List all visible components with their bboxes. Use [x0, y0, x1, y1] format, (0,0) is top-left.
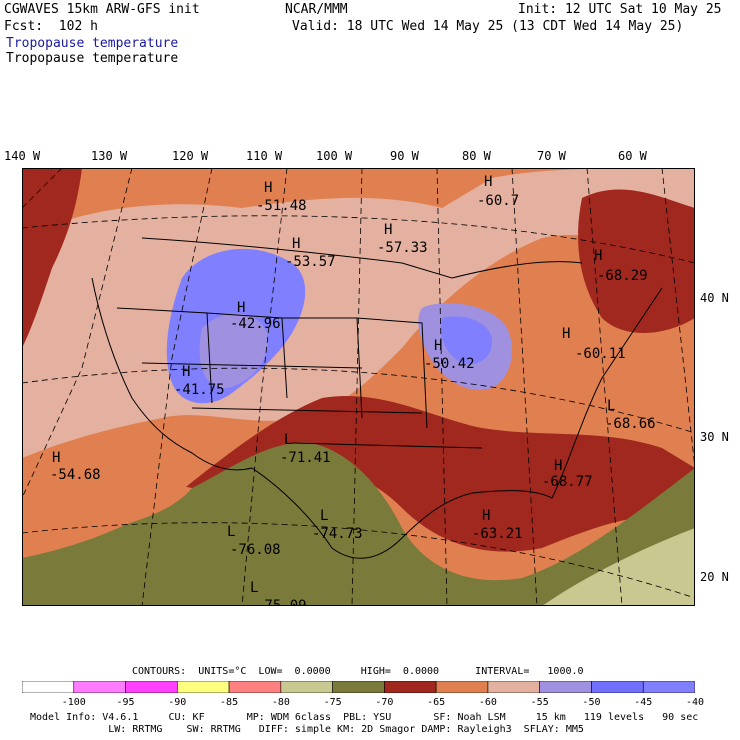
- field-zone-minus75: [22, 442, 695, 606]
- extremum-value: -57.33: [377, 240, 428, 256]
- colorbar-swatch: [177, 681, 230, 693]
- colorbar-swatch: [642, 681, 695, 693]
- colorbar-label: -45: [634, 697, 653, 708]
- contour-field-label: Tropopause temperature: [6, 51, 179, 66]
- lat-label: 20 N: [700, 570, 729, 584]
- extremum-type: H: [384, 222, 392, 238]
- forecast-hour: Fcst: 102 h: [4, 19, 98, 34]
- colorbar-label: -40: [685, 697, 705, 708]
- extremum-value: -54.68: [50, 467, 101, 483]
- colorbar-label: -85: [220, 697, 239, 708]
- extremum-type: L: [227, 524, 235, 540]
- extremum-type: L: [607, 398, 615, 414]
- colorbar-label: -80: [271, 697, 290, 708]
- extremum-type: H: [484, 174, 492, 190]
- model-info-line2: LW: RRTMG SW: RRTMG DIFF: simple KM: 2D …: [30, 724, 584, 735]
- extremum-value: -63.21: [472, 526, 523, 542]
- colorbar-swatch: [125, 681, 178, 693]
- shaded-field-label: Tropopause temperature: [6, 36, 179, 51]
- extremum-type: H: [182, 364, 190, 380]
- extremum-type: H: [434, 338, 442, 354]
- colorbar-label: -50: [582, 697, 601, 708]
- field-zone-minus65: [22, 168, 82, 348]
- colorbar-swatch: [332, 681, 385, 693]
- lon-label: 140 W: [4, 149, 41, 163]
- extremum-type: H: [264, 180, 272, 196]
- colorbar-label: -95: [116, 697, 135, 708]
- extremum-type: L: [250, 580, 258, 596]
- colorbar-label: -55: [530, 697, 549, 708]
- colorbar-swatch: [591, 681, 644, 693]
- extremum-value: -50.42: [424, 356, 475, 372]
- colorbar-swatch: [228, 681, 282, 693]
- graticule: [22, 168, 695, 606]
- contours-info: CONTOURS: UNITS=°C LOW= 0.0000 HIGH= 0.0…: [132, 666, 584, 677]
- extremum-value: -53.57: [285, 254, 336, 270]
- extremum-value: -74.73: [312, 526, 363, 542]
- extremum-type: H: [594, 248, 602, 264]
- extremum-value: -68.77: [542, 474, 593, 490]
- lat-label: 40 N: [700, 291, 729, 305]
- extremum-type: H: [237, 300, 245, 316]
- colorbar-label: -100: [61, 697, 86, 708]
- model-title: CGWAVES 15km ARW-GFS init: [4, 2, 200, 17]
- extremum-type: H: [554, 458, 562, 474]
- colorbar-label: -75: [323, 697, 342, 708]
- lon-label: 70 W: [537, 149, 566, 163]
- extremum-value: -71.41: [280, 450, 331, 466]
- lon-label: 120 W: [172, 149, 209, 163]
- field-zone-minus50: [199, 313, 268, 389]
- extremum-type: H: [52, 450, 60, 466]
- colorbar-swatch: [73, 681, 126, 693]
- extremum-type: L: [320, 508, 328, 524]
- extrema-annotations: H -51.48 H -60.7 H -53.57 H -57.33 H -42…: [50, 174, 656, 606]
- extremum-value: -68.66: [605, 416, 656, 432]
- valid-time: Valid: 18 UTC Wed 14 May 25 (13 CDT Wed …: [292, 19, 684, 34]
- extremum-value: -76.08: [230, 542, 281, 558]
- boundaries: [91, 237, 663, 559]
- model-info-line1: Model Info: V4.6.1 CU: KF MP: WDM 6class…: [30, 712, 699, 723]
- colorbar-swatch: [22, 681, 75, 693]
- colorbar-label: -70: [375, 697, 394, 708]
- lon-label: 80 W: [462, 149, 491, 163]
- extremum-value: -42.96: [230, 316, 281, 332]
- field-zone-minus40: [440, 316, 493, 365]
- extremum-value: -41.75: [174, 382, 225, 398]
- init-time: Init: 12 UTC Sat 10 May 25: [518, 2, 722, 17]
- extremum-type: H: [562, 326, 570, 342]
- colorbar-label: -60: [478, 697, 497, 708]
- colorbar-swatch: [487, 681, 540, 693]
- extremum-value: -68.29: [597, 268, 648, 284]
- organization: NCAR/MMM: [285, 2, 348, 17]
- lon-label: 60 W: [618, 149, 647, 163]
- extremum-type: L: [284, 432, 292, 448]
- extremum-type: H: [482, 508, 490, 524]
- colorbar-swatch: [280, 681, 333, 693]
- extremum-type: H: [292, 236, 300, 252]
- colorbar: [22, 681, 695, 693]
- field-zone-minus65: [172, 395, 695, 552]
- lon-label: 100 W: [316, 149, 353, 163]
- colorbar-swatch: [539, 681, 592, 693]
- map-frame: [22, 168, 695, 606]
- lat-label: 30 N: [700, 430, 729, 444]
- extremum-value: -60.11: [575, 346, 626, 362]
- colorbar-label: -65: [427, 697, 446, 708]
- colorbar-swatch: [384, 681, 437, 693]
- tropopause-temperature-map: H -51.48 H -60.7 H -53.57 H -57.33 H -42…: [22, 168, 695, 606]
- extremum-value: -75.09: [256, 598, 307, 606]
- lon-label: 110 W: [246, 149, 283, 163]
- field-zone-minus65: [578, 189, 695, 333]
- field-zone-minus60: [22, 468, 192, 548]
- lon-label: 130 W: [91, 149, 128, 163]
- colorbar-label: -90: [168, 697, 187, 708]
- colorbar-swatch: [435, 681, 489, 693]
- extremum-value: -51.48: [256, 198, 307, 214]
- extremum-value: -60.7: [477, 193, 519, 209]
- lon-label: 90 W: [390, 149, 419, 163]
